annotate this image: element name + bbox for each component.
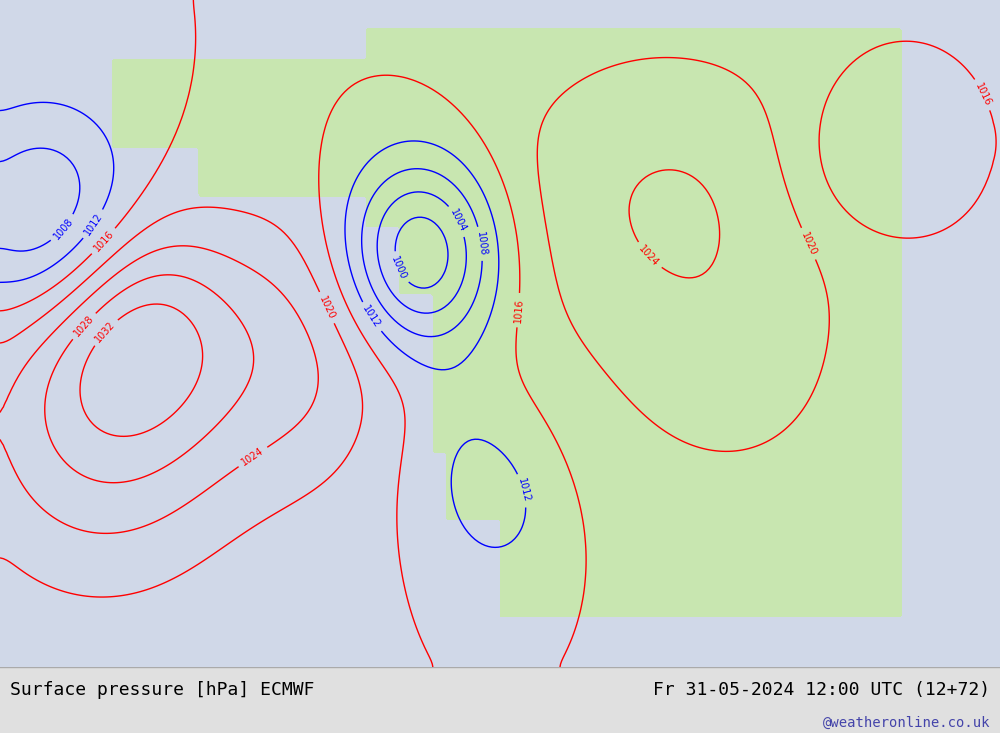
Text: Fr 31-05-2024 12:00 UTC (12+72): Fr 31-05-2024 12:00 UTC (12+72)	[653, 681, 990, 699]
Text: Surface pressure [hPa] ECMWF: Surface pressure [hPa] ECMWF	[10, 681, 314, 699]
Text: 1000: 1000	[389, 255, 408, 281]
Text: 1016: 1016	[512, 298, 524, 323]
Text: 1012: 1012	[516, 477, 531, 504]
Text: 1012: 1012	[83, 211, 105, 237]
Text: 1032: 1032	[93, 320, 117, 345]
Text: 1008: 1008	[475, 231, 488, 257]
Text: 1020: 1020	[799, 230, 818, 257]
Text: 1016: 1016	[92, 229, 116, 254]
Text: 1024: 1024	[240, 446, 266, 468]
Text: 1024: 1024	[637, 243, 661, 268]
Text: 1008: 1008	[52, 216, 75, 241]
Text: @weatheronline.co.uk: @weatheronline.co.uk	[822, 716, 990, 730]
Text: 1004: 1004	[448, 207, 468, 234]
Text: 1020: 1020	[317, 295, 337, 321]
Text: 1012: 1012	[360, 304, 382, 330]
Text: 1028: 1028	[72, 314, 96, 339]
Text: 1016: 1016	[973, 81, 993, 108]
